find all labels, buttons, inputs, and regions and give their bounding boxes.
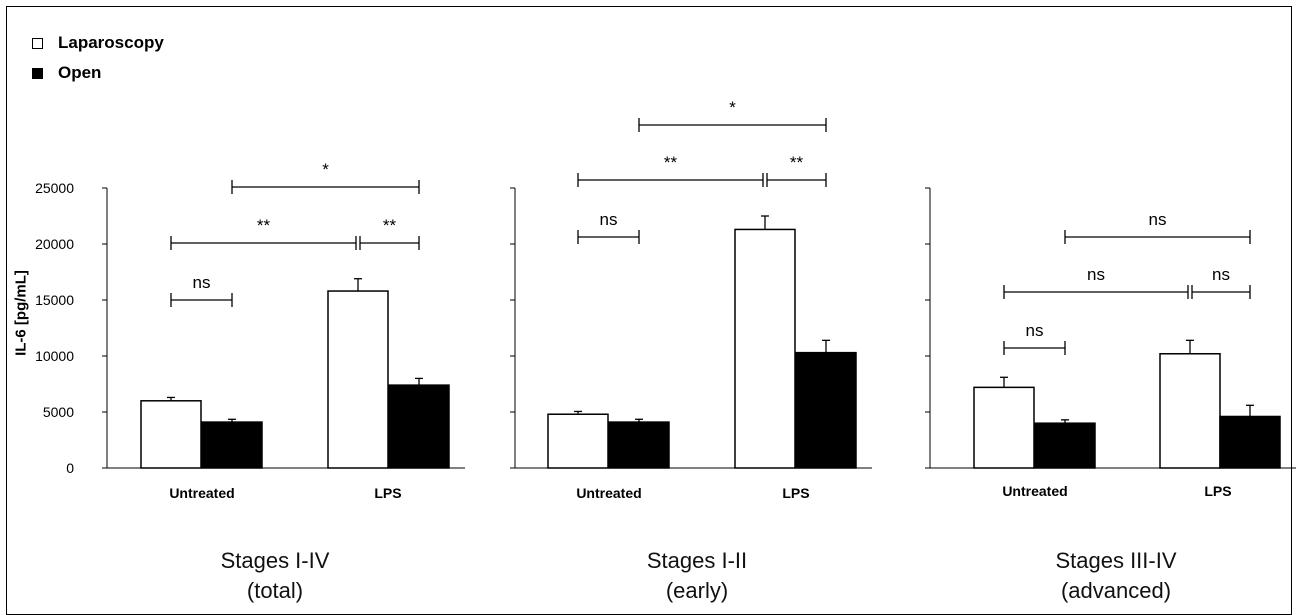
legend-label-open: Open xyxy=(58,63,102,82)
significance-label: ** xyxy=(790,153,804,172)
significance-label: ns xyxy=(600,210,618,229)
y-tick-label: 15000 xyxy=(35,292,74,308)
significance-label: ns xyxy=(1026,321,1044,340)
y-tick-label: 25000 xyxy=(35,180,74,196)
bar-early-lps-laparoscopy xyxy=(734,228,796,469)
y-axis-label: IL-6 [pg/mL] xyxy=(12,270,30,356)
category-label: Untreated xyxy=(576,485,641,501)
panel-title-early-line1: Stages I-II xyxy=(646,548,748,573)
panel-title-advanced-line1: Stages III-IV xyxy=(1055,548,1177,573)
significance-label: ** xyxy=(257,216,271,235)
significance-label: * xyxy=(729,98,736,117)
significance-label: ** xyxy=(664,153,678,172)
category-label: Untreated xyxy=(169,485,234,501)
bar-total-untreated-open xyxy=(201,421,263,469)
bar-early-lps-open xyxy=(795,351,857,469)
panel-title-advanced: Stages III-IV (advanced) xyxy=(966,546,1266,606)
bar-total-untreated-laparoscopy xyxy=(140,400,202,469)
y-tick-label: 10000 xyxy=(35,348,74,364)
category-label: LPS xyxy=(374,485,401,501)
legend-swatch-laparoscopy xyxy=(32,37,43,49)
significance-label: ns xyxy=(1087,265,1105,284)
category-label: Untreated xyxy=(1002,483,1067,499)
y-tick-label: 5000 xyxy=(43,404,74,420)
significance-label: ns xyxy=(193,273,211,292)
significance-label: ** xyxy=(383,216,397,235)
category-label: LPS xyxy=(782,485,809,501)
bar-early-untreated-laparoscopy xyxy=(547,413,609,469)
significance-label: * xyxy=(322,160,329,179)
y-tick-label: 0 xyxy=(66,460,74,476)
bar-advanced-untreated-laparoscopy xyxy=(973,386,1035,469)
panel-title-early-line2: (early) xyxy=(665,578,729,603)
panel-title-early: Stages I-II (early) xyxy=(547,546,847,606)
legend-item-laparoscopy: Laparoscopy xyxy=(32,28,164,58)
legend-swatch-open xyxy=(32,67,43,79)
bar-advanced-lps-open xyxy=(1219,415,1281,469)
bar-total-lps-laparoscopy xyxy=(327,290,389,469)
panel-title-total: Stages I-IV (total) xyxy=(125,546,425,606)
panel-title-total-line1: Stages I-IV xyxy=(220,548,330,573)
bar-early-untreated-open xyxy=(608,421,670,469)
bar-advanced-untreated-open xyxy=(1034,422,1096,469)
panel-title-advanced-line2: (advanced) xyxy=(1060,578,1172,603)
bar-total-lps-open xyxy=(388,384,450,469)
significance-label: ns xyxy=(1149,210,1167,229)
legend: Laparoscopy Open xyxy=(32,28,164,88)
legend-item-open: Open xyxy=(32,58,164,88)
y-tick-label: 20000 xyxy=(35,236,74,252)
significance-label: ns xyxy=(1212,265,1230,284)
panel-title-total-line2: (total) xyxy=(246,578,304,603)
category-label: LPS xyxy=(1204,483,1231,499)
bar-advanced-lps-laparoscopy xyxy=(1159,353,1221,469)
legend-label-laparoscopy: Laparoscopy xyxy=(58,33,164,52)
